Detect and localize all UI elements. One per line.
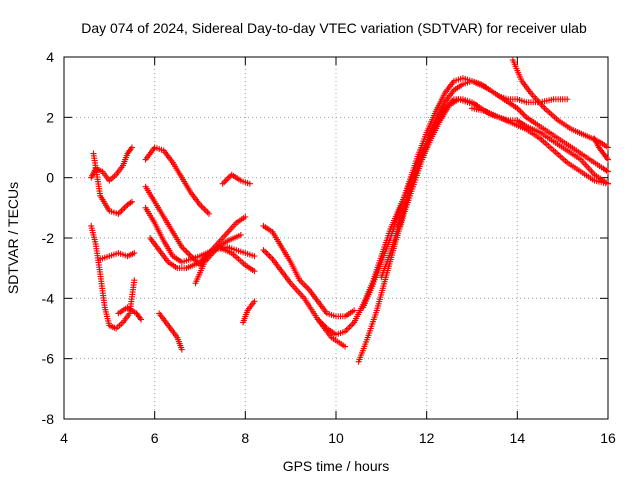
- data-point-markers: [240, 298, 258, 326]
- y-tick-label: 0: [46, 170, 54, 186]
- data-point-markers: [156, 310, 185, 353]
- chart-title: Day 074 of 2024, Sidereal Day-to-day VTE…: [81, 20, 587, 36]
- data-point-markers: [97, 250, 138, 263]
- series-track-14: [260, 222, 358, 320]
- y-tick-label: 2: [46, 109, 54, 125]
- series-track-12: [219, 171, 253, 187]
- x-tick-label: 16: [600, 430, 616, 446]
- y-tick-label: 4: [46, 49, 54, 65]
- series-track-2: [90, 150, 135, 217]
- data-point-markers: [192, 244, 258, 287]
- data-point-markers: [142, 144, 213, 217]
- data-point-markers: [496, 93, 611, 175]
- series-track-11: [192, 244, 258, 287]
- data-point-markers: [260, 222, 358, 320]
- data-points: [88, 57, 611, 365]
- series-track-4: [97, 250, 138, 263]
- data-point-markers: [469, 105, 611, 187]
- data-point-markers: [90, 150, 135, 217]
- x-tick-label: 12: [419, 430, 435, 446]
- y-axis-label: SDTVAR / TECUs: [5, 182, 21, 294]
- series-track-21: [469, 105, 611, 187]
- y-tick-label: -2: [42, 230, 55, 246]
- axis-ticks: 4 6 8 10 12 14 16 -8 -6 -4 -2 0 2 4: [42, 49, 616, 446]
- series-track-10: [156, 310, 185, 353]
- data-point-markers: [219, 171, 253, 187]
- series-track-5: [115, 304, 145, 323]
- grid-lines: [64, 57, 608, 419]
- x-tick-label: 6: [151, 430, 159, 446]
- data-point-markers: [591, 135, 611, 163]
- series-track-3: [88, 222, 138, 332]
- y-tick-label: -4: [42, 290, 55, 306]
- data-point-markers: [115, 304, 145, 323]
- series-track-6: [142, 144, 213, 217]
- data-point-markers: [88, 222, 138, 332]
- x-axis-label: GPS time / hours: [283, 458, 390, 474]
- series-track-13: [240, 298, 258, 326]
- y-tick-label: -8: [42, 411, 55, 427]
- y-tick-label: -6: [42, 351, 55, 367]
- x-tick-label: 4: [60, 430, 68, 446]
- x-tick-label: 10: [328, 430, 344, 446]
- series-track-22: [496, 93, 611, 175]
- series-track-24: [591, 135, 611, 163]
- x-tick-label: 14: [510, 430, 526, 446]
- x-tick-label: 8: [241, 430, 249, 446]
